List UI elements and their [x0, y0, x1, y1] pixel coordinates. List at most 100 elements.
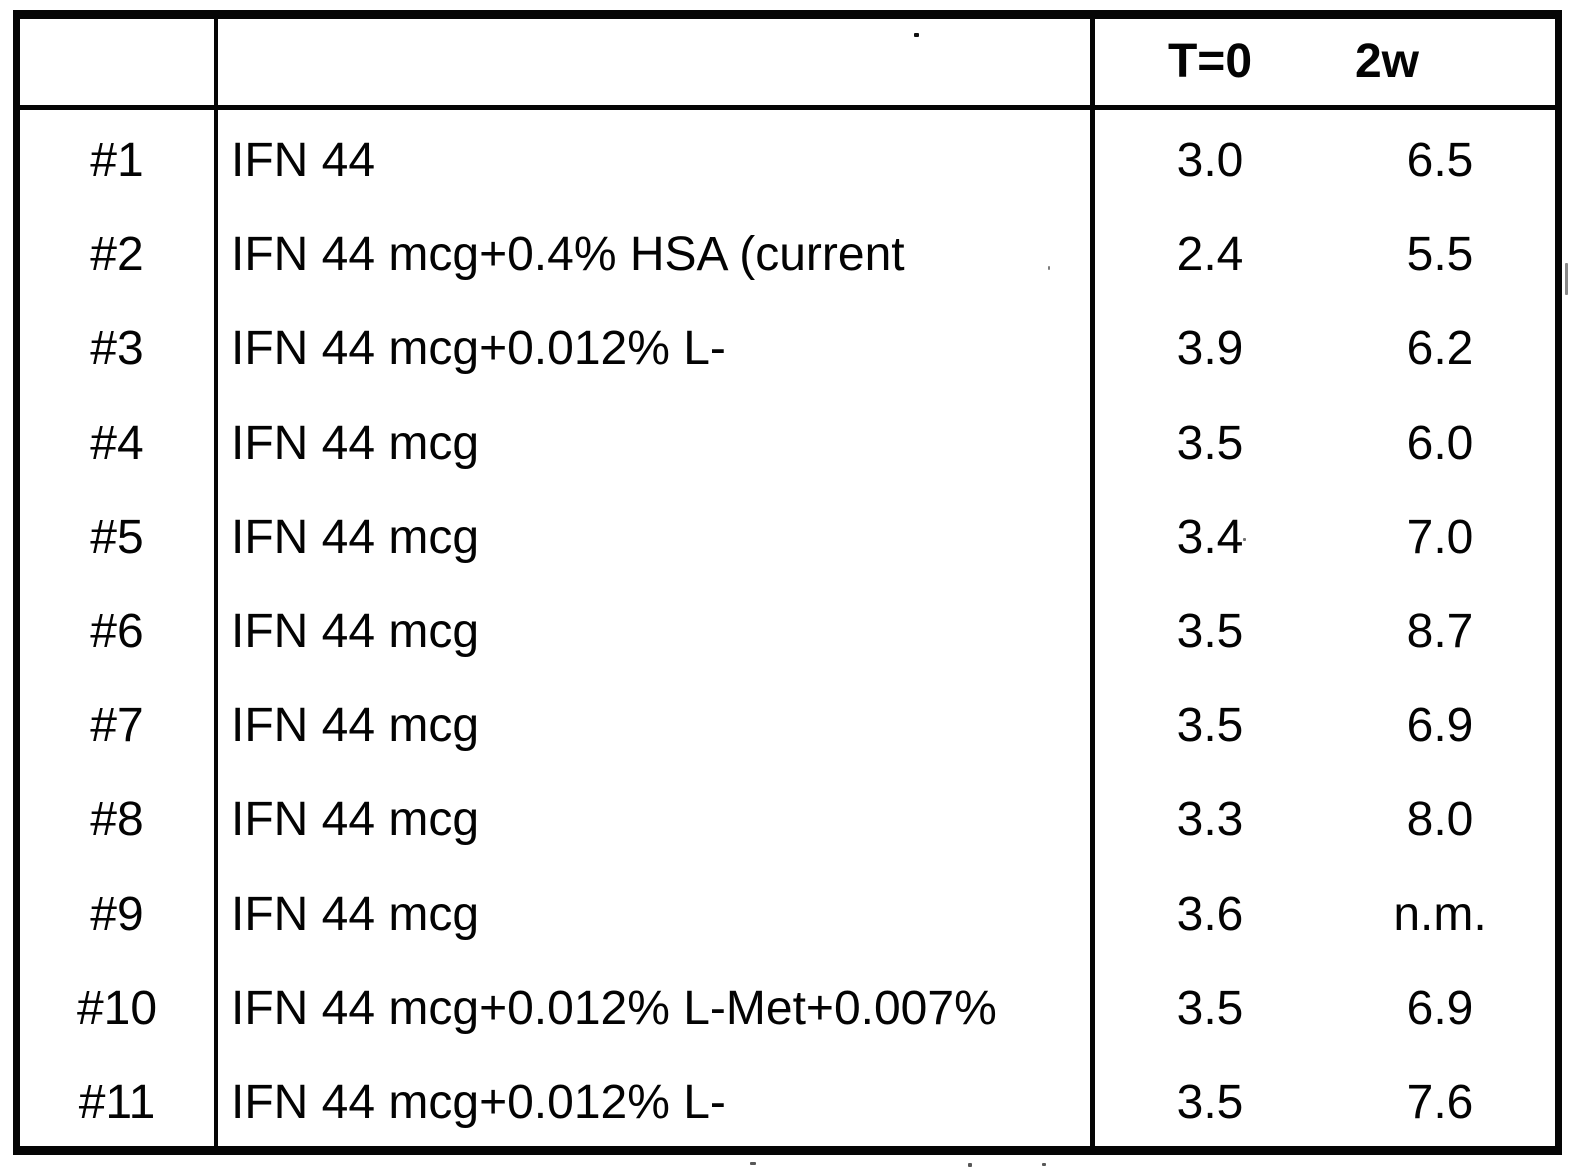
row-description-cell: IFN 44 mcg	[218, 392, 1095, 487]
row-values-cell: 3.3 8.0	[1095, 769, 1555, 863]
table-row: #4 IFN 44 mcg 3.5 6.0	[20, 392, 1555, 487]
row-t0-cell: 3.4	[1095, 510, 1325, 564]
row-2w-value: 6.2	[1406, 322, 1474, 376]
row-t0-cell: 3.0	[1095, 137, 1325, 185]
row-t0-cell: 3.5	[1095, 608, 1325, 656]
row-2w-value: 6.5	[1406, 134, 1474, 188]
header-t0-label: T=0	[1167, 35, 1253, 88]
row-number-cell: #2	[20, 204, 218, 299]
row-number: #8	[90, 793, 144, 847]
row-2w-cell: 8.7	[1325, 608, 1555, 656]
row-values-cell: 3.5 6.9	[1095, 958, 1555, 1052]
row-description: IFN 44	[231, 134, 376, 188]
row-values-cell: 3.9 6.2	[1095, 298, 1555, 392]
row-number-cell: #7	[20, 675, 218, 770]
row-2w-cell: n.m.	[1325, 890, 1555, 939]
row-values-cell: 3.5 7.6	[1095, 1052, 1555, 1146]
header-description-cell	[218, 19, 1095, 105]
row-t0-value: 3.5	[1176, 1075, 1244, 1129]
row-t0-value: 3.6	[1176, 887, 1244, 941]
row-t0-cell: 3.5	[1095, 984, 1325, 1033]
header-index-cell	[20, 19, 218, 105]
row-description: IFN 44 mcg	[231, 699, 480, 753]
row-description-cell: IFN 44 mcg+0.012% L-	[218, 298, 1095, 393]
row-values-cell: 3.5 8.7	[1095, 581, 1555, 675]
row-number: #1	[90, 134, 144, 188]
header-t0-cell: T=0	[1095, 38, 1325, 86]
row-2w-value: 5.5	[1406, 228, 1474, 282]
row-2w-cell: 6.9	[1325, 984, 1555, 1033]
row-description-cell: IFN 44 mcg+0.012% L-Met+0.007%	[218, 957, 1095, 1052]
row-t0-value: 3.0	[1176, 134, 1244, 188]
row-number: #7	[90, 699, 144, 753]
scan-noise-dot	[968, 1163, 972, 1167]
row-number: #2	[90, 228, 144, 282]
scan-noise-dot	[750, 1162, 756, 1165]
table-row: #2 IFN 44 mcg+0.4% HSA (current 2.4 5.5	[20, 204, 1555, 299]
table-header-row: T=0 2w	[20, 19, 1555, 110]
row-t0-value: 3.5	[1176, 699, 1244, 753]
row-t0-cell: 3.5	[1095, 702, 1325, 750]
row-number: #4	[90, 416, 144, 470]
row-number-cell: #4	[20, 392, 218, 487]
row-number: #11	[78, 1075, 156, 1129]
stability-data-table: T=0 2w #1 IFN 44 3.0 6.5 #2	[13, 10, 1562, 1155]
row-description: IFN 44 mcg+0.4% HSA (current	[231, 228, 905, 282]
row-number: #5	[90, 510, 144, 564]
row-t0-cell: 2.4	[1095, 231, 1325, 279]
row-t0-value: 3.5	[1176, 605, 1244, 659]
row-values-cell: 3.6 n.m.	[1095, 864, 1555, 958]
scan-noise-dot	[1565, 263, 1568, 295]
row-description: IFN 44 mcg	[231, 510, 480, 564]
row-2w-cell: 7.6	[1325, 1075, 1555, 1129]
row-description: IFN 44 mcg	[231, 887, 480, 941]
table-row: #7 IFN 44 mcg 3.5 6.9	[20, 675, 1555, 770]
row-description: IFN 44 mcg+0.012% L-Met+0.007%	[231, 981, 997, 1035]
row-description: IFN 44 mcg	[231, 416, 480, 470]
row-t0-value: 3.9	[1176, 322, 1244, 376]
row-values-cell: 2.4 5.5	[1095, 204, 1555, 298]
row-number: #3	[90, 322, 144, 376]
row-number-cell: #6	[20, 580, 218, 676]
row-number: #10	[76, 981, 158, 1035]
row-2w-value: 7.6	[1406, 1075, 1474, 1129]
row-description-cell: IFN 44	[218, 110, 1095, 205]
row-t0-value: 3.4	[1176, 510, 1244, 564]
table-body: #1 IFN 44 3.0 6.5 #2 IFN 44 mcg+0.4% HSA…	[20, 110, 1555, 1147]
row-values-cell: 3.4 7.0	[1095, 487, 1555, 581]
header-values-cell: T=0 2w	[1095, 19, 1555, 105]
table-row: #5 IFN 44 mcg 3.4 7.0	[20, 486, 1555, 581]
row-number-cell: #10	[20, 957, 218, 1052]
row-t0-cell: 3.3	[1095, 796, 1325, 844]
row-t0-cell: 3.5	[1095, 1075, 1325, 1129]
row-values-cell: 3.5 6.0	[1095, 393, 1555, 487]
row-description: IFN 44 mcg	[231, 793, 480, 847]
table-row: #9 IFN 44 mcg 3.6 n.m.	[20, 863, 1555, 958]
row-number-cell: #11	[20, 1051, 218, 1147]
row-2w-cell: 8.0	[1325, 796, 1555, 844]
scan-noise-dot	[914, 33, 919, 37]
header-2w-label: 2w	[1354, 35, 1420, 88]
row-description-cell: IFN 44 mcg+0.012% L-	[218, 1051, 1095, 1147]
table-row: #11 IFN 44 mcg+0.012% L- 3.5 7.6	[20, 1051, 1555, 1147]
row-description: IFN 44 mcg+0.012% L-	[231, 322, 726, 376]
row-description-cell: IFN 44 mcg+0.4% HSA (current	[218, 204, 1095, 299]
row-description: IFN 44 mcg	[231, 605, 480, 659]
row-description: IFN 44 mcg+0.012% L-	[231, 1075, 726, 1129]
row-2w-cell: 6.5	[1325, 137, 1555, 185]
row-2w-value: 6.9	[1406, 699, 1474, 753]
row-description-cell: IFN 44 mcg	[218, 769, 1095, 864]
row-2w-cell: 6.0	[1325, 419, 1555, 468]
row-description-cell: IFN 44 mcg	[218, 580, 1095, 676]
header-2w-cell: 2w	[1325, 38, 1555, 86]
row-2w-value: 8.0	[1406, 793, 1474, 847]
row-t0-value: 2.4	[1176, 228, 1244, 282]
row-2w-cell: 6.2	[1325, 325, 1555, 373]
row-2w-value: 7.0	[1406, 510, 1474, 564]
row-description-cell: IFN 44 mcg	[218, 675, 1095, 770]
row-number-cell: #8	[20, 769, 218, 864]
row-2w-value: 8.7	[1406, 605, 1474, 659]
row-t0-cell: 3.9	[1095, 325, 1325, 373]
row-number-cell: #1	[20, 110, 218, 205]
